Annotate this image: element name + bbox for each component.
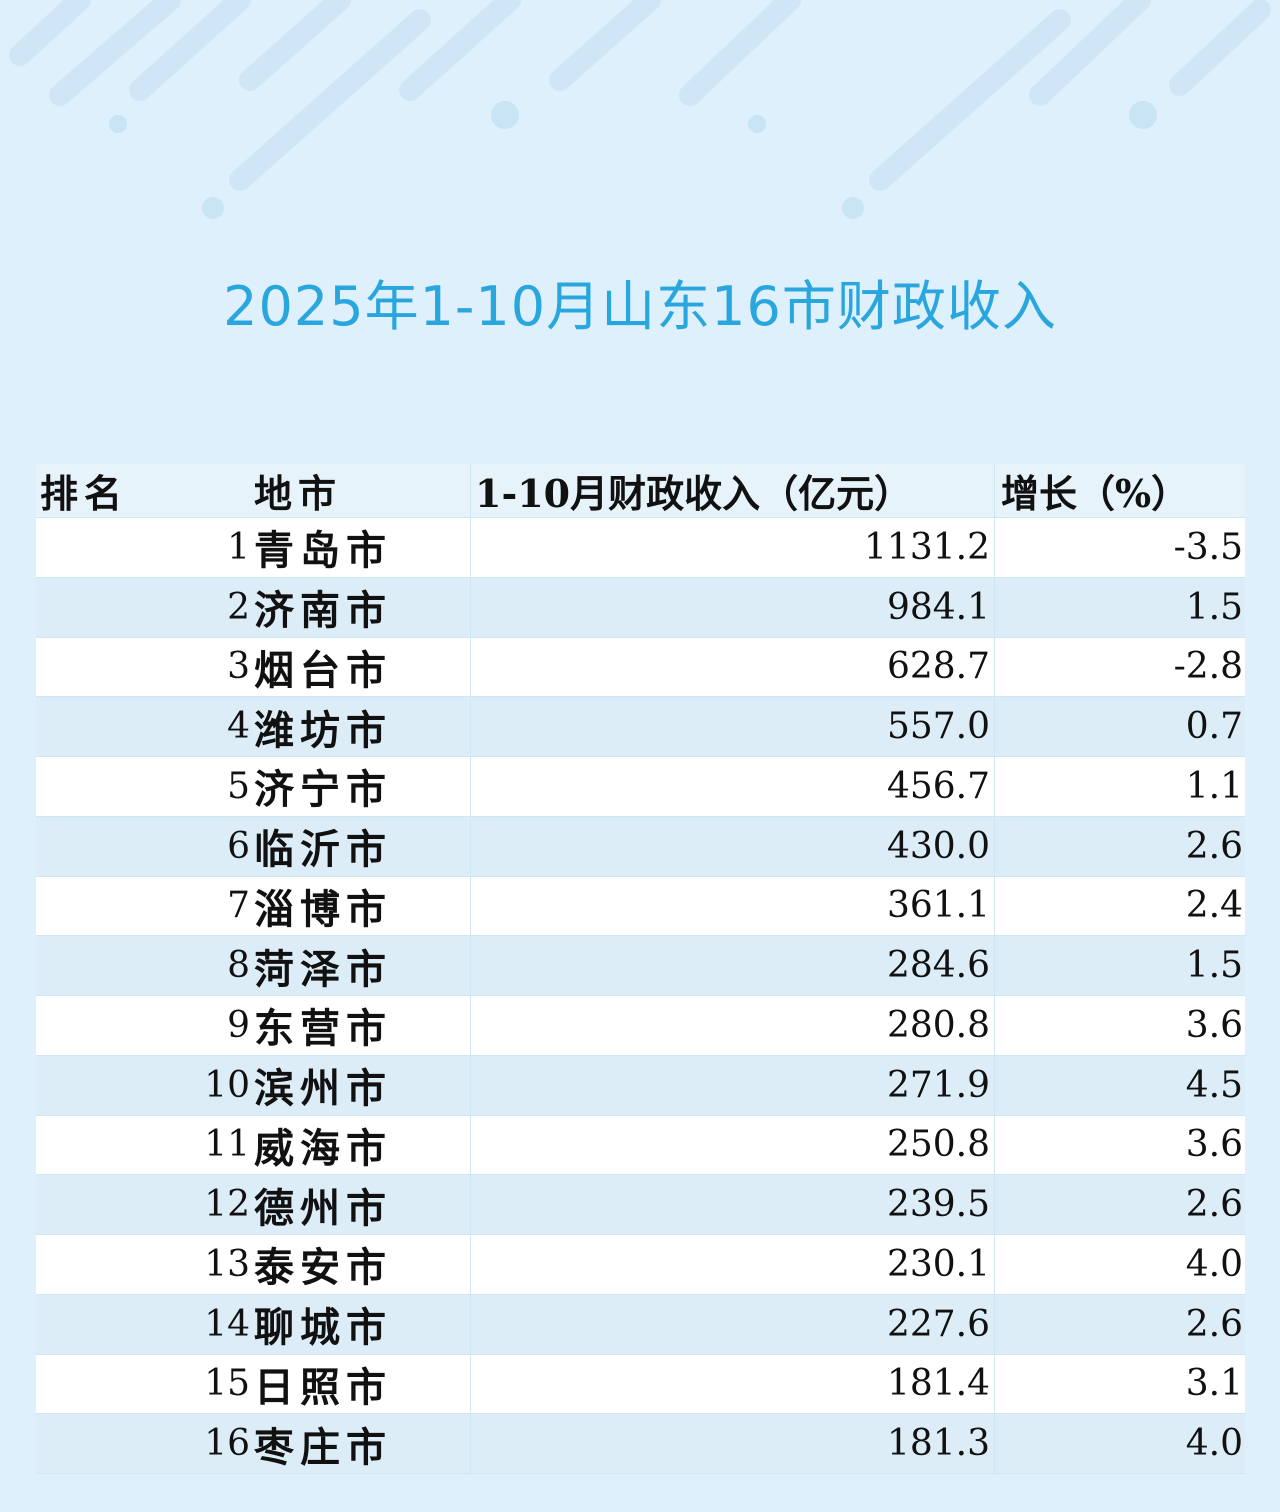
city-cell: 日照市 [252, 1354, 471, 1414]
rank-cell: 10 [204, 1064, 250, 1106]
growth-cell: 1.5 [1185, 945, 1243, 987]
rank-cell: 16 [204, 1423, 250, 1465]
revenue-cell: 227.6 [471, 1294, 995, 1354]
rank-cell: 1 [227, 526, 250, 568]
city-cell: 青岛市 [252, 518, 471, 577]
rank-cell: 11 [204, 1124, 250, 1166]
table-row: 4 潍坊市 557.0 0.7 [36, 697, 1245, 757]
city-cell: 威海市 [252, 1115, 471, 1175]
revenue-cell: 181.4 [471, 1354, 995, 1414]
rank-cell: 5 [227, 765, 250, 807]
rank-cell: 7 [227, 885, 250, 927]
header-growth: 增长（%） [1001, 471, 1190, 516]
header-city: 地市 [252, 464, 471, 517]
city-cell: 济宁市 [252, 757, 471, 816]
table-row: 8 菏泽市 284.6 1.5 [36, 936, 1245, 996]
rank-cell: 13 [204, 1243, 250, 1285]
revenue-cell: 628.7 [471, 637, 995, 697]
table-row: 12 德州市 239.5 2.6 [36, 1175, 1245, 1235]
rank-cell: 9 [227, 1004, 250, 1046]
rank-cell: 6 [227, 825, 250, 867]
city-cell: 淄博市 [252, 876, 471, 936]
growth-cell: -2.8 [1173, 646, 1243, 688]
city-cell: 东营市 [252, 996, 471, 1055]
page-title: 2025年1-10月山东16市财政收入 [223, 275, 1057, 338]
growth-cell: 2.6 [1185, 1184, 1243, 1226]
table-row: 7 淄博市 361.1 2.4 [36, 876, 1245, 937]
rank-cell: 15 [204, 1363, 250, 1405]
background-decoration [9, 0, 1271, 219]
revenue-cell: 230.1 [471, 1235, 995, 1294]
city-cell: 烟台市 [252, 637, 471, 697]
revenue-cell: 361.1 [471, 876, 995, 936]
city-cell: 德州市 [252, 1175, 471, 1234]
growth-cell: 4.5 [1185, 1064, 1243, 1106]
growth-cell: 0.7 [1185, 706, 1243, 748]
revenue-cell: 181.3 [471, 1414, 995, 1473]
city-cell: 聊城市 [252, 1294, 471, 1354]
revenue-table: 排名 地市 1-10月财政收入（亿元） 增长（%） 1 青岛市 1131.2 -3.5… [36, 464, 1245, 1474]
rank-cell: 3 [227, 646, 250, 688]
revenue-cell: 284.6 [471, 936, 995, 995]
revenue-cell: 1131.2 [471, 518, 995, 577]
growth-cell: 2.6 [1185, 1303, 1243, 1345]
table-row: 5 济宁市 456.7 1.1 [36, 757, 1245, 817]
table-row: 2 济南市 984.1 1.5 [36, 577, 1245, 638]
rank-cell: 14 [204, 1303, 250, 1345]
growth-cell: 3.6 [1185, 1124, 1243, 1166]
revenue-cell: 271.9 [471, 1055, 995, 1115]
rank-cell: 2 [227, 586, 250, 628]
table-row: 13 泰安市 230.1 4.0 [36, 1235, 1245, 1295]
table-row: 9 东营市 280.8 3.6 [36, 996, 1245, 1056]
city-cell: 滨州市 [252, 1055, 471, 1115]
revenue-cell: 280.8 [471, 996, 995, 1055]
table-row: 15 日照市 181.4 3.1 [36, 1354, 1245, 1415]
city-cell: 济南市 [252, 577, 471, 637]
growth-cell: 4.0 [1185, 1423, 1243, 1465]
table-row: 11 威海市 250.8 3.6 [36, 1115, 1245, 1176]
table-row: 1 青岛市 1131.2 -3.5 [36, 518, 1245, 578]
revenue-cell: 239.5 [471, 1175, 995, 1234]
growth-cell: -3.5 [1173, 526, 1243, 568]
header-revenue: 1-10月财政收入（亿元） [471, 464, 995, 517]
header-rank: 排名 [40, 471, 129, 516]
revenue-cell: 456.7 [471, 757, 995, 816]
table-body: 1 青岛市 1131.2 -3.5 2 济南市 984.1 1.5 3 烟台市 628.7 -2.8 4… [36, 518, 1245, 1474]
city-cell: 泰安市 [252, 1235, 471, 1294]
rank-cell: 4 [227, 706, 250, 748]
growth-cell: 3.1 [1185, 1363, 1243, 1405]
table-row: 16 枣庄市 181.3 4.0 [36, 1414, 1245, 1474]
growth-cell: 4.0 [1185, 1243, 1243, 1285]
city-cell: 枣庄市 [252, 1414, 471, 1473]
city-cell: 潍坊市 [252, 697, 471, 756]
table-row: 10 滨州市 271.9 4.5 [36, 1055, 1245, 1116]
table-row: 6 临沂市 430.0 2.6 [36, 816, 1245, 877]
table-header: 排名 地市 1-10月财政收入（亿元） 增长（%） [36, 464, 1245, 518]
city-cell: 临沂市 [252, 816, 471, 876]
growth-cell: 2.4 [1185, 885, 1243, 927]
revenue-cell: 557.0 [471, 697, 995, 756]
revenue-cell: 250.8 [471, 1115, 995, 1175]
growth-cell: 1.5 [1185, 586, 1243, 628]
growth-cell: 1.1 [1185, 765, 1243, 807]
rank-cell: 12 [204, 1184, 250, 1226]
table-row: 14 聊城市 227.6 2.6 [36, 1294, 1245, 1355]
table-row: 3 烟台市 628.7 -2.8 [36, 637, 1245, 698]
revenue-cell: 430.0 [471, 816, 995, 876]
revenue-cell: 984.1 [471, 577, 995, 637]
rank-cell: 8 [227, 945, 250, 987]
growth-cell: 2.6 [1185, 825, 1243, 867]
city-cell: 菏泽市 [252, 936, 471, 995]
growth-cell: 3.6 [1185, 1004, 1243, 1046]
